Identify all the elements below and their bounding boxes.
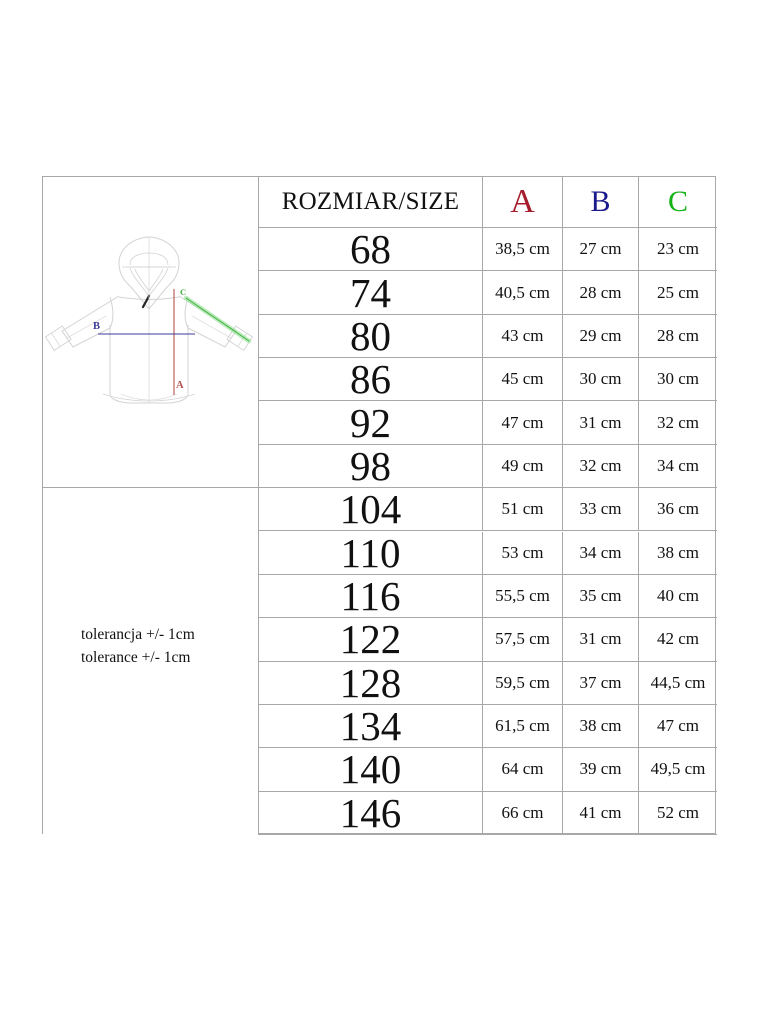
svg-text:A: A	[176, 380, 184, 391]
svg-text:B: B	[93, 321, 100, 332]
svg-text:C: C	[180, 287, 186, 297]
